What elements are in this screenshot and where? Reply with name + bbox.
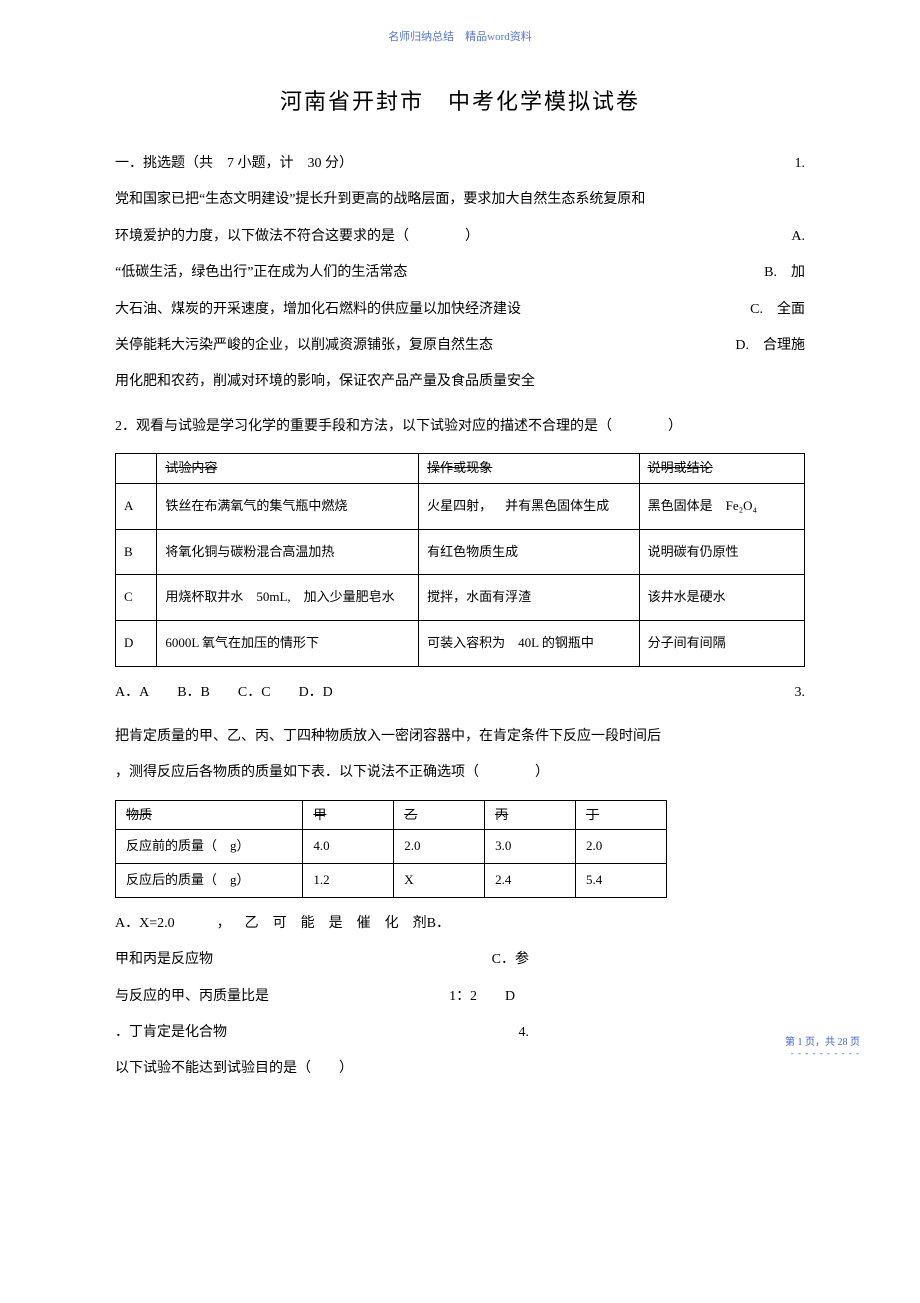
question-3-options: A．X=2.0 ， 乙 可 能 是 催 化 剂B． 甲和丙是反应物 C．参 与反… xyxy=(115,906,805,1088)
table-cell: 3.0 xyxy=(485,830,576,864)
table-cell xyxy=(116,454,157,484)
table-row: 反应后的质量（ g） 1.2 X 2.4 5.4 xyxy=(116,864,667,898)
footer-dashes: - - - - - - - - - - xyxy=(785,1048,860,1058)
q3-option-d: ．丁肯定是化合物 xyxy=(115,1015,499,1051)
q1-option-a-text: “低碳生活，绿色出行”正在成为人们的生活常态 xyxy=(115,255,744,291)
table-cell: 5.4 xyxy=(576,864,667,898)
table-cell: 2.0 xyxy=(576,830,667,864)
page-content: 河南省开封市 中考化学模拟试卷 一．挑选题（共 7 小题，计 30 分） 1. … xyxy=(0,84,920,1088)
table-cell: 反应后的质量（ g） xyxy=(116,864,303,898)
table-cell: D xyxy=(116,620,157,666)
section-header: 一．挑选题（共 7 小题，计 30 分） xyxy=(115,146,775,182)
q1-option-c-text: 关停能耗大污染严峻的企业，以削减资源铺张，复原自然生态 xyxy=(115,328,715,364)
q3-option-b: 甲和丙是反应物 xyxy=(115,942,472,978)
q3-number: 3. xyxy=(775,675,806,711)
table-cell: 丁 xyxy=(576,800,667,830)
table-cell: 物质 xyxy=(116,800,303,830)
table-cell: 试验内容 xyxy=(157,454,419,484)
q1-text-line: 党和国家已把“生态文明建设”提长升到更高的战略层面，要求加大自然生态系统复原和 xyxy=(115,182,805,218)
table-row: D 6000L 氧气在加压的情形下 可装入容积为 40L 的钢瓶中 分子间有间隔 xyxy=(116,620,805,666)
q3-option-c: 与反应的甲、丙质量比是 xyxy=(115,979,429,1015)
q3-option-a: A．X=2.0 ， 乙 可 能 是 催 化 剂B． xyxy=(115,906,805,942)
experiment-table: 试验内容 操作或现象 说明或结论 A 铁丝在布满氧气的集气瓶中燃烧 火星四射， … xyxy=(115,453,805,666)
table-row: C 用烧杯取井水 50mL, 加入少量肥皂水 搅拌，水面有浮渣 该井水是硬水 xyxy=(116,575,805,621)
table-header-row: 物质 甲 乙 丙 丁 xyxy=(116,800,667,830)
mass-table: 物质 甲 乙 丙 丁 反应前的质量（ g） 4.0 2.0 3.0 2.0 反应… xyxy=(115,800,667,898)
q1-number: 1. xyxy=(775,146,806,182)
q1-option-a-marker: A. xyxy=(771,219,805,255)
table-header-row: 试验内容 操作或现象 说明或结论 xyxy=(116,454,805,484)
table-cell: 操作或现象 xyxy=(419,454,639,484)
q1-option-d-marker: D. 合理施 xyxy=(715,328,805,364)
table-cell: C xyxy=(116,575,157,621)
page-footer: 第 1 页，共 28 页 - - - - - - - - - - xyxy=(785,1033,860,1058)
table-cell: 甲 xyxy=(303,800,394,830)
q1-text-line: 环境爱护的力度，以下做法不符合这要求的是（ ） xyxy=(115,219,771,255)
table-cell: 反应前的质量（ g） xyxy=(116,830,303,864)
table-cell: 2.4 xyxy=(485,864,576,898)
q3-text-line: ，测得反应后各物质的质量如下表．以下说法不正确选项（ ） xyxy=(115,755,805,791)
q2-options-text: A．A B．B C．C D．D xyxy=(115,675,775,711)
table-cell: 1.2 xyxy=(303,864,394,898)
table-row: B 将氧化铜与碳粉混合高温加热 有红色物质生成 说明碳有仍原性 xyxy=(116,529,805,575)
table-cell: 火星四射， 并有黑色固体生成 xyxy=(419,483,639,529)
q1-option-b-text: 大石油、煤炭的开采速度，增加化石燃料的供应量以加快经济建设 xyxy=(115,292,730,328)
table-cell: 6000L 氧气在加压的情形下 xyxy=(157,620,419,666)
q4-stem: 以下试验不能达到试验目的是（ ） xyxy=(115,1051,805,1087)
q4-number: 4. xyxy=(499,1015,530,1051)
table-cell: 乙 xyxy=(394,800,485,830)
table-cell: 搅拌，水面有浮渣 xyxy=(419,575,639,621)
question-3-stem: 把肯定质量的甲、乙、丙、丁四种物质放入一密闭容器中，在肯定条件下反应一段时间后 … xyxy=(115,719,805,792)
table-cell: 可装入容积为 40L 的钢瓶中 xyxy=(419,620,639,666)
table-cell: A xyxy=(116,483,157,529)
q2-options: A．A B．B C．C D．D 3. xyxy=(115,675,805,711)
question-1-block: 一．挑选题（共 7 小题，计 30 分） 1. 党和国家已把“生态文明建设”提长… xyxy=(115,146,805,401)
table-cell: 有红色物质生成 xyxy=(419,529,639,575)
table-cell: B xyxy=(116,529,157,575)
q1-option-d-text: 用化肥和农药，削减对环境的影响，保证农产品产量及食品质量安全 xyxy=(115,364,805,400)
table-row: A 铁丝在布满氧气的集气瓶中燃烧 火星四射， 并有黑色固体生成 黑色固体是 Fe… xyxy=(116,483,805,529)
table-cell: X xyxy=(394,864,485,898)
q1-option-b-marker: B. 加 xyxy=(744,255,805,291)
table-cell: 说明碳有仍原性 xyxy=(639,529,804,575)
q3-text-line: 把肯定质量的甲、乙、丙、丁四种物质放入一密闭容器中，在肯定条件下反应一段时间后 xyxy=(115,719,805,755)
table-cell: 说明或结论 xyxy=(639,454,804,484)
table-cell: 用烧杯取井水 50mL, 加入少量肥皂水 xyxy=(157,575,419,621)
table-cell: 2.0 xyxy=(394,830,485,864)
header-watermark: 名师归纳总结 精品word资料 xyxy=(0,0,920,84)
q3-option-c-marker: C．参 xyxy=(472,942,529,978)
table-row: 反应前的质量（ g） 4.0 2.0 3.0 2.0 xyxy=(116,830,667,864)
table-cell: 该井水是硬水 xyxy=(639,575,804,621)
table-cell: 铁丝在布满氧气的集气瓶中燃烧 xyxy=(157,483,419,529)
table-cell: 分子间有间隔 xyxy=(639,620,804,666)
question-2-stem: 2．观看与试验是学习化学的重要手段和方法，以下试验对应的描述不合理的是（ ） xyxy=(115,409,805,445)
table-cell: 4.0 xyxy=(303,830,394,864)
table-cell: 丙 xyxy=(485,800,576,830)
q3-option-c-ratio: 1：2 D xyxy=(429,979,515,1015)
page-number: 第 1 页，共 28 页 xyxy=(785,1033,860,1048)
q1-option-c-marker: C. 全面 xyxy=(730,292,805,328)
document-title: 河南省开封市 中考化学模拟试卷 xyxy=(115,84,805,116)
table-cell: 将氧化铜与碳粉混合高温加热 xyxy=(157,529,419,575)
table-cell: 黑色固体是 Fe₂O₄ xyxy=(639,483,804,529)
